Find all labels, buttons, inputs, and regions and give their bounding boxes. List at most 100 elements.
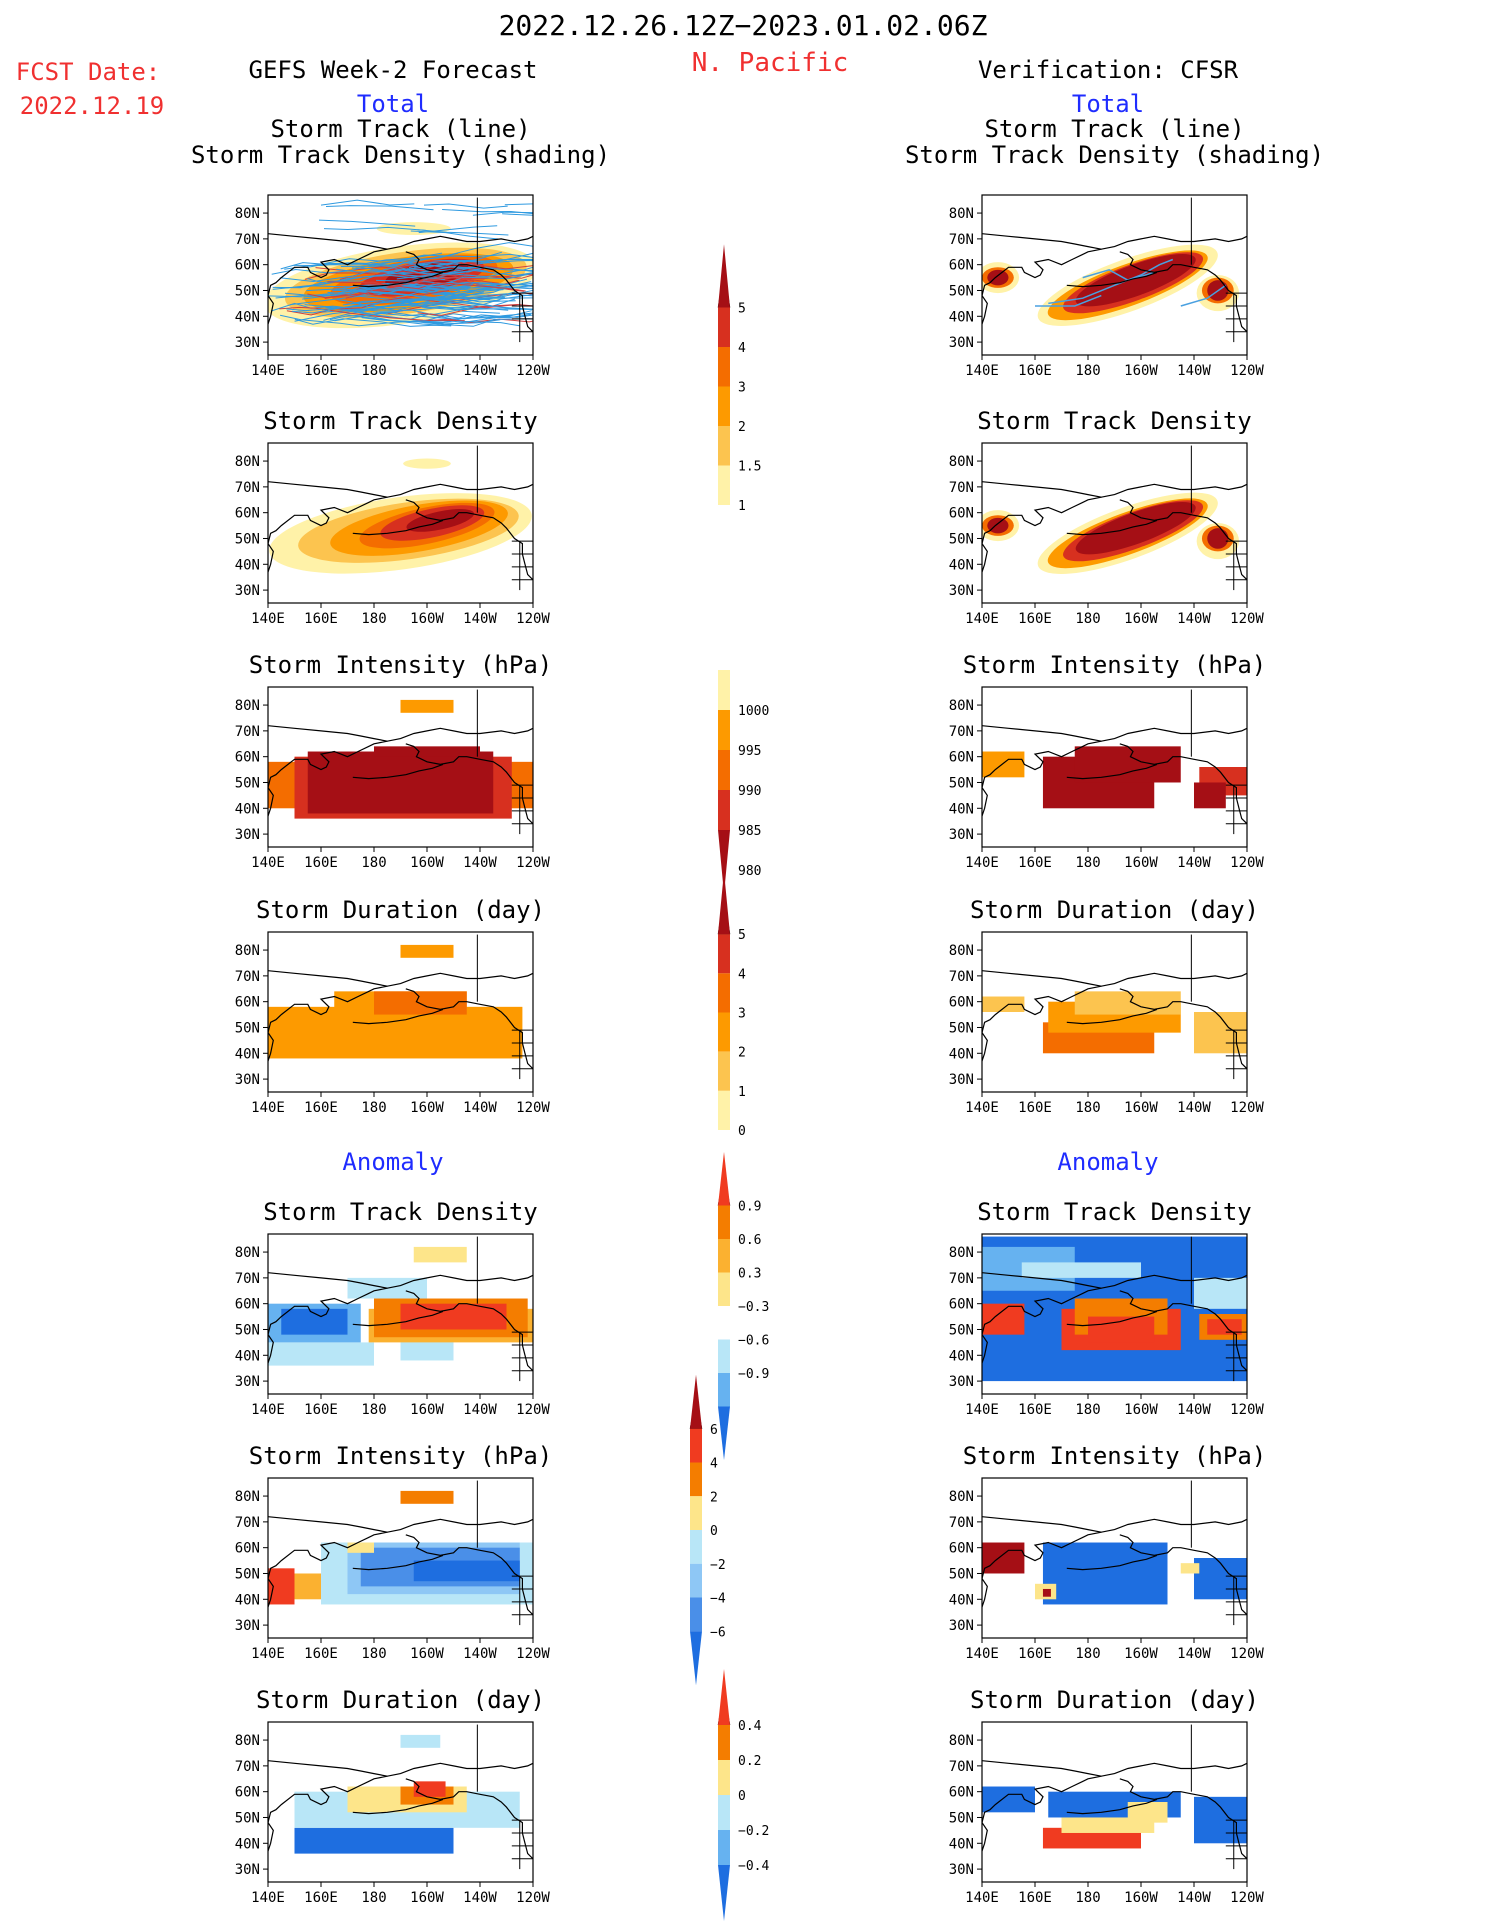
colorbar-density-label: 5: [738, 302, 746, 317]
verify-track-lat-label: 30N: [949, 335, 974, 351]
fcst-date-label: FCST Date:: [15, 58, 161, 86]
forecast-adens-lon-label: 180: [361, 1402, 386, 1418]
forecast-density-lat-label: 30N: [235, 583, 260, 599]
forecast-track-lon-label: 160W: [410, 363, 444, 379]
colorbar-duration-bin: [718, 973, 730, 1013]
verify-adur-title: Storm Duration (day): [970, 1686, 1259, 1714]
colorbar-anom-duration-bin: [718, 1725, 730, 1760]
colorbar-anom-duration-label: 0: [738, 1789, 746, 1804]
colorbar-intensity-label: 990: [738, 784, 761, 799]
verify-duration-lon-label: 120W: [1230, 1100, 1264, 1116]
colorbar-anom-density-label: −0.3: [738, 1300, 769, 1315]
verify-density-lat-label: 30N: [949, 583, 974, 599]
forecast-duration-lon-label: 140W: [463, 1100, 497, 1116]
verify-track-lat-label: 70N: [949, 232, 974, 248]
forecast-density-lat-label: 40N: [235, 557, 260, 573]
forecast-duration-lat-label: 50N: [235, 1020, 260, 1036]
forecast-aint-lon-label: 140W: [463, 1646, 497, 1662]
colorbar-density-bin: [718, 347, 730, 387]
forecast-aint-title: Storm Intensity (hPa): [249, 1442, 552, 1470]
verify-density-lat-label: 50N: [949, 531, 974, 547]
verify-intensity-lon-label: 160W: [1124, 855, 1158, 871]
colorbar-duration-bin: [718, 1051, 730, 1091]
forecast-density-lon-label: 160W: [410, 611, 444, 627]
forecast-track-lon-label: 140E: [251, 363, 285, 379]
verify-duration-lat-label: 60N: [949, 995, 974, 1011]
verify-aint-lat-label: 80N: [949, 1489, 974, 1505]
forecast-adur-lon-label: 140W: [463, 1890, 497, 1906]
verify-adens-lat-label: 80N: [949, 1245, 974, 1261]
forecast-duration-lon-label: 120W: [516, 1100, 550, 1116]
colorbar-anom-density-label: 0.9: [738, 1200, 761, 1215]
verify-aint-lon-label: 180: [1075, 1646, 1100, 1662]
forecast-aint-lat-label: 70N: [235, 1515, 260, 1531]
forecast-density-lon-label: 140E: [251, 611, 285, 627]
verify-intensity-coastline: [982, 689, 1247, 835]
colorbar-duration-label: 1: [738, 1085, 746, 1100]
colorbar-anom-intensity-bin: [690, 1597, 702, 1632]
forecast-adur-shading: [294, 1734, 520, 1854]
verify-adens-title: Storm Track Density: [977, 1198, 1252, 1226]
verify-track-lat-label: 50N: [949, 283, 974, 299]
forecast-aint-lon-label: 140E: [251, 1646, 285, 1662]
forecast-adens-lat-label: 70N: [235, 1271, 260, 1287]
verify-density-lat-label: 60N: [949, 506, 974, 522]
forecast-adur-lon-label: 140E: [251, 1890, 285, 1906]
verify-track-lat-label: 40N: [949, 309, 974, 325]
verify-duration-lon-label: 160W: [1124, 1100, 1158, 1116]
colorbar-anom-intensity-bin: [690, 1428, 702, 1463]
verify-aint-shading: [982, 1542, 1247, 1605]
colorbar-density: 5 4 3 2 1.5 1: [717, 244, 761, 514]
colorbar-anom-intensity-bin: [690, 1462, 702, 1497]
verify-track-title: Storm Track (line): [984, 115, 1244, 143]
colorbar-intensity: 1000 995 990 985 980: [718, 670, 769, 894]
forecast-track-lat-label: 30N: [235, 335, 260, 351]
forecast-anomaly-label: Anomaly: [342, 1148, 444, 1176]
verify-duration-lat-label: 40N: [949, 1046, 974, 1062]
forecast-duration-lat-label: 70N: [235, 969, 260, 985]
verify-intensity-lon-label: 160E: [1018, 855, 1052, 871]
forecast-track-lat-label: 50N: [235, 283, 260, 299]
forecast-intensity-lat-label: 70N: [235, 724, 260, 740]
forecast-adens-lat-label: 80N: [235, 1245, 260, 1261]
colorbar-anom-density-bin: [718, 1373, 730, 1407]
verify-duration-panel: Storm Duration (day) 80N 70N 60N 50N 40N 30N 14…: [949, 896, 1265, 1116]
verify-track-lon-label: 140E: [965, 363, 999, 379]
fcst-date-value: 2022.12.19: [19, 92, 165, 120]
verify-intensity-lon-label: 140W: [1177, 855, 1211, 871]
verify-density-lon-label: 140W: [1177, 611, 1211, 627]
forecast-duration-lat-label: 80N: [235, 943, 260, 959]
forecast-duration-lat-label: 30N: [235, 1072, 260, 1088]
verify-aint-lon-label: 120W: [1230, 1646, 1264, 1662]
verify-adens-coastline: [982, 1236, 1247, 1382]
forecast-duration-panel: Storm Duration (day) 80N 70N 60N 50N 40N 30N 14…: [235, 896, 551, 1116]
verify-intensity-lat-label: 80N: [949, 698, 974, 714]
verify-adens-panel: Storm Track Density 80N 70N 60N 50N 40N 30N 140…: [949, 1198, 1265, 1418]
verification-anomaly-label: Anomaly: [1057, 1148, 1159, 1176]
forecast-adur-lat-label: 40N: [235, 1836, 260, 1852]
forecast-aint-lat-label: 80N: [235, 1489, 260, 1505]
colorbar-anom-duration-bin: [718, 1830, 730, 1865]
forecast-intensity-lon-label: 160W: [410, 855, 444, 871]
forecast-adur-title: Storm Duration (day): [256, 1686, 545, 1714]
colorbar-duration: 5 4 3 2 1 0: [717, 871, 746, 1139]
colorbar-duration-label: 0: [738, 1124, 746, 1139]
forecast-adur-lat-label: 60N: [235, 1785, 260, 1801]
verify-adens-lat-label: 60N: [949, 1297, 974, 1313]
verify-adens-lon-label: 140W: [1177, 1402, 1211, 1418]
colorbar-duration-label: 4: [738, 967, 746, 982]
forecast-aint-lat-label: 60N: [235, 1541, 260, 1557]
verify-aint-lat-label: 70N: [949, 1515, 974, 1531]
verify-duration-lat-label: 80N: [949, 943, 974, 959]
colorbar-intensity-label: 1000: [738, 704, 769, 719]
verify-density-lat-label: 80N: [949, 454, 974, 470]
forecast-track-lat-label: 80N: [235, 206, 260, 222]
verify-adur-lon-label: 160E: [1018, 1890, 1052, 1906]
verify-duration-lat-label: 50N: [949, 1020, 974, 1036]
verify-adur-lat-label: 80N: [949, 1733, 974, 1749]
colorbar-anom-duration-label: 0.4: [738, 1719, 762, 1734]
colorbar-anom-density-bin: [718, 1306, 730, 1340]
colorbar-anom-intensity-label: 0: [710, 1524, 718, 1539]
colorbar-density-bin: [718, 465, 730, 505]
forecast-intensity-title: Storm Intensity (hPa): [249, 651, 552, 679]
